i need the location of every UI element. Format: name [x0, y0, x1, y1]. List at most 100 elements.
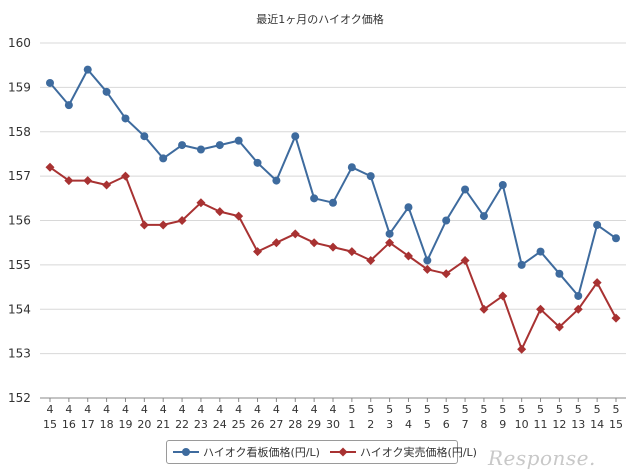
data-point-series-1 — [120, 171, 130, 181]
data-point-series-1 — [215, 207, 225, 217]
x-tick-label-day: 29 — [307, 418, 321, 431]
data-point-series-1 — [347, 247, 357, 257]
data-point-series-1 — [517, 344, 527, 354]
x-tick-label-day: 6 — [443, 418, 450, 431]
x-tick-label-day: 23 — [194, 418, 208, 431]
x-tick-label-month: 4 — [65, 403, 72, 416]
data-point-series-1 — [290, 229, 300, 239]
x-tick-label-day: 17 — [81, 418, 95, 431]
data-point-series-0 — [102, 87, 111, 96]
x-tick-label-month: 5 — [537, 403, 544, 416]
x-tick-label-day: 28 — [288, 418, 302, 431]
series-markers — [45, 65, 621, 354]
x-tick-label-day: 8 — [480, 418, 487, 431]
x-tick-label-day: 21 — [156, 418, 170, 431]
x-tick-label-day: 24 — [213, 418, 227, 431]
data-point-series-1 — [611, 313, 621, 323]
x-tick-label-day: 22 — [175, 418, 189, 431]
data-point-series-1 — [196, 198, 206, 208]
x-tick-label-month: 4 — [273, 403, 280, 416]
data-point-series-0 — [291, 132, 300, 141]
legend-item-actual: ハイオク実売価格(円/L) — [329, 444, 477, 460]
data-point-series-0 — [536, 247, 545, 256]
x-tick-label-day: 11 — [534, 418, 548, 431]
data-point-series-0 — [215, 141, 224, 150]
x-tick-label-month: 5 — [405, 403, 412, 416]
data-point-series-1 — [479, 304, 489, 314]
data-point-series-0 — [574, 291, 583, 300]
y-tick-label: 160 — [8, 36, 31, 50]
x-tick-label-day: 9 — [499, 418, 506, 431]
data-point-series-1 — [366, 255, 376, 265]
x-tick-label-month: 4 — [47, 403, 54, 416]
data-point-series-1 — [573, 304, 583, 314]
x-tick-label-day: 18 — [100, 418, 114, 431]
data-point-series-1 — [385, 238, 395, 248]
x-tick-label-month: 5 — [499, 403, 506, 416]
x-tick-label-month: 4 — [292, 403, 299, 416]
data-point-series-0 — [310, 194, 319, 203]
data-point-series-1 — [536, 304, 546, 314]
legend-label-actual: ハイオク実売価格(円/L) — [359, 446, 477, 459]
x-tick-label-day: 15 — [609, 418, 623, 431]
x-tick-label-month: 5 — [480, 403, 487, 416]
x-tick-label-day: 5 — [424, 418, 431, 431]
x-tick-label-day: 1 — [348, 418, 355, 431]
x-tick-label-month: 4 — [254, 403, 261, 416]
x-tick-label-month: 5 — [575, 403, 582, 416]
data-point-series-1 — [422, 264, 432, 274]
x-tick-label-month: 4 — [311, 403, 318, 416]
x-tick-label-month: 5 — [518, 403, 525, 416]
x-tick-label-day: 15 — [43, 418, 57, 431]
data-point-series-0 — [498, 181, 507, 189]
data-point-series-1 — [83, 176, 93, 186]
data-point-series-1 — [403, 251, 413, 261]
data-point-series-1 — [177, 216, 187, 225]
data-point-series-1 — [139, 220, 149, 230]
data-point-series-0 — [46, 78, 54, 87]
y-tick-label: 159 — [8, 80, 31, 94]
y-tick-label: 157 — [8, 169, 31, 183]
data-point-series-1 — [234, 211, 244, 221]
legend: ハイオク看板価格(円/L) ハイオク実売価格(円/L) — [166, 440, 477, 464]
x-tick-label-day: 16 — [62, 418, 76, 431]
series-lines — [49, 68, 617, 351]
y-tick-label: 158 — [8, 125, 31, 139]
grid — [40, 42, 626, 399]
x-tick-label-month: 4 — [235, 403, 242, 416]
data-point-series-1 — [45, 162, 55, 172]
x-tick-label-day: 7 — [462, 418, 469, 431]
x-tick-label-day: 4 — [405, 418, 412, 431]
y-tick-label: 153 — [8, 347, 31, 361]
data-point-series-1 — [328, 242, 338, 252]
x-tick-label-month: 4 — [84, 403, 91, 416]
data-point-series-0 — [121, 114, 130, 123]
x-tick-label-day: 20 — [137, 418, 151, 431]
x-tick-label-day: 27 — [269, 418, 283, 431]
x-tick-label-month: 4 — [160, 403, 167, 416]
y-tick-label: 156 — [8, 214, 31, 228]
data-point-series-0 — [347, 163, 356, 172]
x-tick-label-day: 3 — [386, 418, 393, 431]
x-tick-label-day: 25 — [232, 418, 246, 431]
data-point-series-0 — [404, 203, 413, 212]
x-tick-label-month: 5 — [594, 403, 601, 416]
watermark-logo: Response. — [488, 446, 596, 470]
data-point-series-0 — [461, 185, 470, 194]
x-tick-label-month: 4 — [197, 403, 204, 416]
x-tick-label-day: 19 — [118, 418, 132, 431]
x-tick-label-month: 5 — [443, 403, 450, 416]
data-point-series-0 — [442, 216, 451, 225]
data-point-series-0 — [612, 234, 620, 243]
data-point-series-0 — [479, 212, 488, 221]
data-point-series-1 — [441, 269, 451, 279]
x-tick-label-month: 5 — [386, 403, 393, 416]
data-point-series-0 — [159, 154, 168, 163]
data-point-series-0 — [140, 132, 149, 141]
data-point-series-0 — [253, 158, 262, 167]
y-axis: 160 159 158 157 156 155 154 153 152 — [8, 36, 31, 405]
x-tick-label-month: 5 — [367, 403, 374, 416]
data-point-series-0 — [64, 101, 73, 110]
x-tick-label-month: 4 — [216, 403, 223, 416]
data-point-series-0 — [366, 172, 375, 181]
